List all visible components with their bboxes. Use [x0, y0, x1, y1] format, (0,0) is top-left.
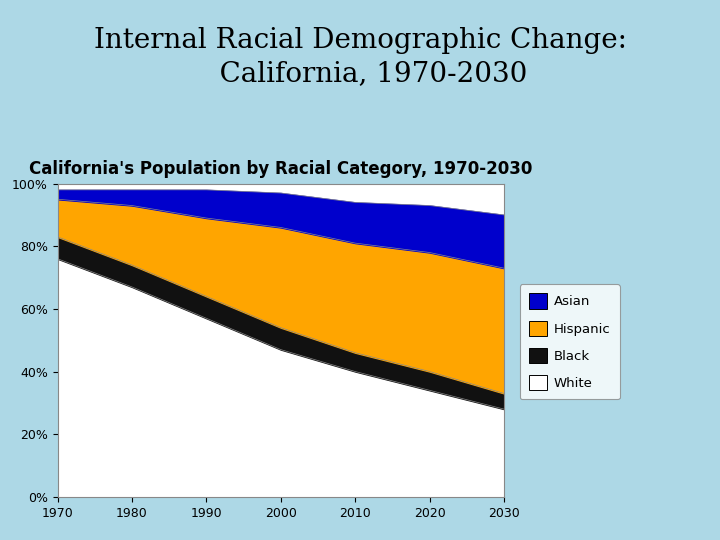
Legend: Asian, Hispanic, Black, White: Asian, Hispanic, Black, White [520, 284, 620, 399]
Title: California's Population by Racial Category, 1970-2030: California's Population by Racial Catego… [29, 160, 533, 178]
Text: Internal Racial Demographic Change:
   California, 1970-2030: Internal Racial Demographic Change: Cali… [94, 27, 626, 87]
